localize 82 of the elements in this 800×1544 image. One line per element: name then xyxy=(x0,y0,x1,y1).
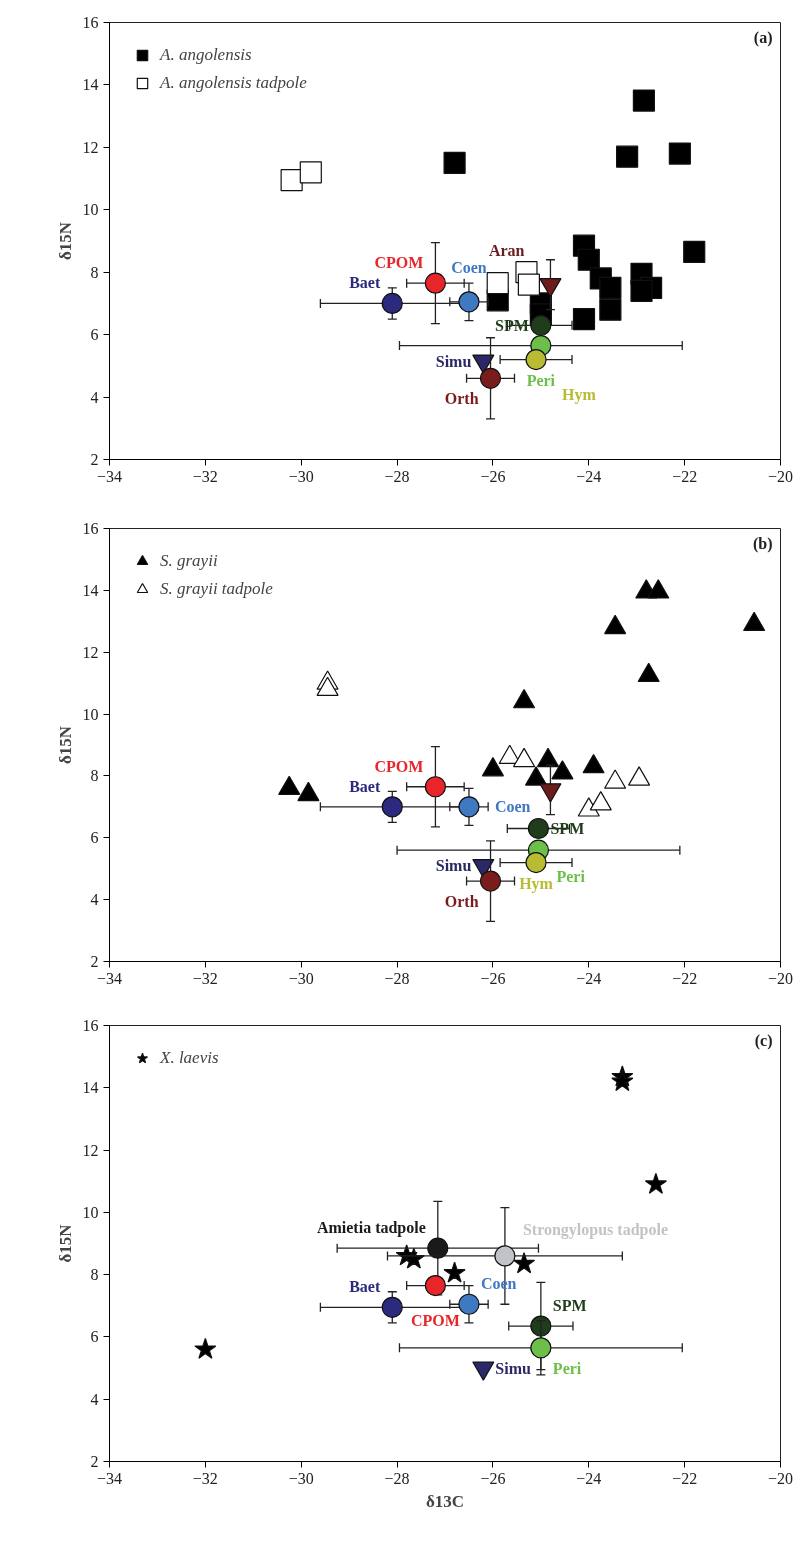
series-label: Amietia tadpole xyxy=(316,1219,426,1238)
series-label: Baet xyxy=(349,777,381,795)
x-tick-label: −26 xyxy=(480,969,506,987)
y-tick-label: 14 xyxy=(82,581,99,599)
y-tick-label: 8 xyxy=(90,767,99,785)
y-tick-label: 2 xyxy=(90,953,99,970)
x-tick-label: −28 xyxy=(384,1469,410,1487)
series-label: Coen xyxy=(494,798,531,816)
series-label: CPOM xyxy=(374,757,424,775)
y-tick-label: 12 xyxy=(82,1141,99,1159)
x-tick-label: −22 xyxy=(672,1469,698,1487)
y-tick-label: 10 xyxy=(82,1203,99,1221)
legend-label: X. laevis xyxy=(160,1048,219,1068)
x-tick-label: −24 xyxy=(576,467,602,485)
y-tick-label: 12 xyxy=(82,643,99,661)
series-label: Baet xyxy=(349,1278,381,1296)
y-tick-label: 6 xyxy=(90,1328,99,1346)
y-tick-label: 10 xyxy=(82,705,99,723)
x-tick-label: −26 xyxy=(480,1469,506,1487)
y-tick-label: 14 xyxy=(82,1079,99,1097)
x-tick-label: −24 xyxy=(576,969,602,987)
annotation: (c) xyxy=(754,1031,773,1050)
series-label: CPOM xyxy=(374,254,424,272)
series-label: Orth xyxy=(444,390,479,408)
series-label: Coen xyxy=(451,258,487,276)
series-label: Peri xyxy=(526,371,556,389)
y-tick-label: 4 xyxy=(90,891,99,909)
x-tick-label: −34 xyxy=(96,467,123,485)
annotation: (b) xyxy=(752,534,773,553)
x-axis-title: δ13C xyxy=(425,1491,465,1511)
series-label: Simu xyxy=(495,1359,532,1377)
x-tick-label: −22 xyxy=(672,969,698,987)
x-tick-label: −20 xyxy=(767,969,794,987)
x-tick-label: −28 xyxy=(384,969,410,987)
series-label: Hym xyxy=(519,874,554,893)
x-tick-label: −20 xyxy=(767,467,794,485)
x-tick-label: −30 xyxy=(288,467,314,485)
legend-label: A. angolensis xyxy=(160,45,252,65)
y-axis-title: δ15N xyxy=(55,221,75,261)
x-tick-label: −30 xyxy=(288,969,314,987)
x-tick-label: −30 xyxy=(288,1469,314,1487)
y-tick-label: 4 xyxy=(90,388,99,406)
x-tick-label: −24 xyxy=(576,1469,602,1487)
y-tick-label: 2 xyxy=(90,451,99,468)
series-label: Simu xyxy=(435,352,472,370)
series-label: CPOM xyxy=(410,1311,460,1329)
y-tick-label: 6 xyxy=(90,326,99,344)
series-label: Peri xyxy=(552,1359,582,1377)
x-tick-label: −32 xyxy=(192,969,218,987)
legend-label: A. angolensis tadpole xyxy=(160,73,307,93)
x-tick-label: −28 xyxy=(384,467,410,485)
y-tick-label: 6 xyxy=(90,829,99,847)
annotation: (a) xyxy=(753,28,773,47)
legend-label: S. grayii xyxy=(160,551,218,571)
x-tick-label: −32 xyxy=(192,1469,218,1487)
y-tick-label: 10 xyxy=(82,201,99,219)
x-tick-label: −22 xyxy=(672,467,698,485)
x-tick-label: −26 xyxy=(480,467,506,485)
x-tick-label: −20 xyxy=(767,1469,794,1487)
series-label: Hym xyxy=(562,385,597,404)
y-axis-title: δ15N xyxy=(55,725,75,765)
y-tick-label: 12 xyxy=(82,138,99,156)
x-tick-label: −34 xyxy=(96,1469,123,1487)
series-label: Simu xyxy=(435,857,472,875)
y-axis-title: δ15N xyxy=(55,1223,75,1263)
y-tick-label: 4 xyxy=(90,1390,99,1408)
y-tick-label: 14 xyxy=(82,76,99,94)
series-label: Orth xyxy=(444,893,479,911)
series-label: Aran xyxy=(488,241,525,259)
y-tick-label: 16 xyxy=(82,14,99,31)
series-label: Baet xyxy=(349,274,381,292)
y-tick-label: 2 xyxy=(90,1453,99,1470)
series-label: Strongylopus tadpole xyxy=(522,1220,668,1239)
y-tick-label: 8 xyxy=(90,263,99,281)
x-tick-label: −34 xyxy=(96,969,123,987)
series-label: SPM xyxy=(552,1297,587,1315)
y-tick-label: 16 xyxy=(82,1017,99,1034)
x-tick-label: −32 xyxy=(192,467,218,485)
y-tick-label: 16 xyxy=(82,520,99,537)
series-label: Peri xyxy=(556,868,586,886)
y-tick-label: 8 xyxy=(90,1266,99,1284)
legend-label: S. grayii tadpole xyxy=(160,579,273,599)
